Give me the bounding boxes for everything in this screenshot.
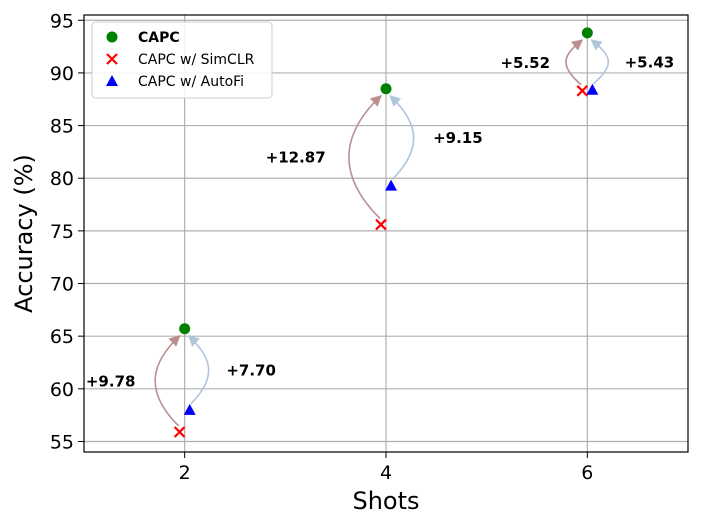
y-tick-label: 90	[50, 63, 74, 85]
gain-arrow-autofi	[389, 94, 415, 181]
gain-arrow-autofi	[590, 39, 610, 85]
legend-marker-triangle	[106, 75, 118, 86]
gain-label: +12.87	[266, 149, 326, 167]
legend-entry: CAPC w/ AutoFi	[138, 74, 244, 90]
legend: CAPC CAPC w/ SimCLR CAPC w/ AutoFi	[91, 21, 273, 99]
data-point-circle	[380, 83, 392, 95]
y-tick-label: 55	[50, 431, 74, 453]
y-axis-label: Accuracy (%)	[10, 154, 38, 313]
y-tick-label: 85	[50, 116, 74, 138]
y-tick-label: 70	[50, 274, 74, 296]
y-tick-label: 95	[50, 10, 74, 32]
legend-box	[91, 21, 273, 99]
gain-label: +9.15	[433, 129, 483, 147]
gain-label: +7.70	[226, 361, 276, 379]
x-tick-label: 2	[179, 462, 191, 484]
y-tick-label: 60	[50, 379, 74, 401]
data-point-triangle	[586, 83, 599, 95]
x-axis-label: Shots	[352, 487, 419, 515]
annotation-labels: +9.78 +7.70 +12.87 +9.15 +5.52 +5.43	[86, 53, 674, 390]
x-tick-label: 4	[380, 462, 392, 484]
y-tick-label: 65	[50, 326, 74, 348]
data-point-x	[576, 85, 589, 97]
legend-marker-circle	[106, 31, 118, 43]
gain-arrow-simclr	[154, 335, 181, 427]
gain-label: +9.78	[86, 372, 136, 390]
x-tick-label: 6	[581, 462, 593, 484]
data-point-circle	[581, 27, 593, 39]
gain-arrow-simclr	[348, 94, 382, 220]
y-tick-label: 80	[50, 168, 74, 190]
gain-label: +5.43	[625, 53, 675, 71]
legend-entry: CAPC	[138, 30, 180, 46]
legend-entry: CAPC w/ SimCLR	[138, 52, 255, 68]
data-point-circle	[179, 323, 191, 335]
legend-marker-x	[106, 53, 118, 65]
y-axis-ticks: 55 60 65 70 75 80 85 90 95	[50, 10, 84, 453]
gain-label: +5.52	[500, 54, 550, 72]
arrows	[154, 39, 610, 427]
data-point-x	[173, 426, 186, 438]
x-axis-ticks: 2 4 6	[179, 452, 593, 484]
gain-arrow-autofi	[187, 335, 210, 405]
y-tick-label: 75	[50, 221, 74, 243]
data-point-triangle	[385, 179, 398, 191]
data-point-triangle	[183, 403, 196, 415]
gain-arrow-simclr	[565, 39, 584, 86]
data-points	[173, 27, 599, 438]
data-point-x	[375, 218, 387, 231]
